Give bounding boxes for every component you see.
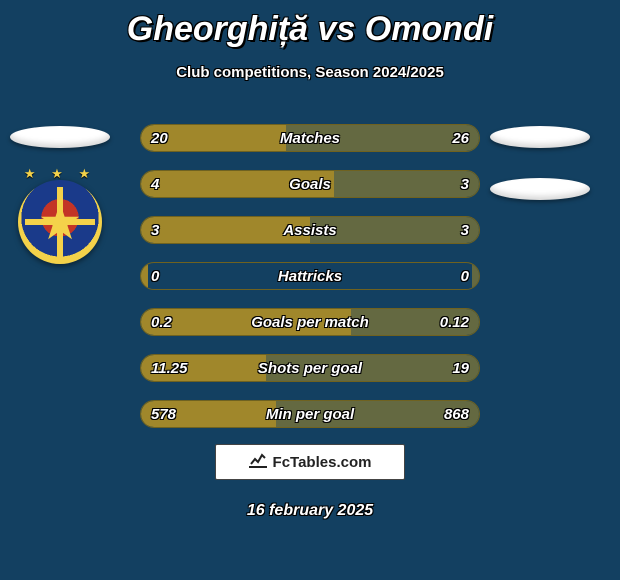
- stat-label: Assists: [141, 217, 479, 243]
- stat-rows: 2026Matches 43Goals 33Assists 00Hattricks 0.…: [140, 124, 480, 446]
- stat-label: Goals: [141, 171, 479, 197]
- club-badge: ★ ★ ★ ★: [18, 180, 102, 264]
- stat-row: 00Hattricks: [140, 262, 480, 290]
- stat-label: Goals per match: [141, 309, 479, 335]
- stat-row: 33Assists: [140, 216, 480, 244]
- stat-row: 0.20.12Goals per match: [140, 308, 480, 336]
- stat-label: Shots per goal: [141, 355, 479, 381]
- player-ellipse-left: [10, 126, 110, 148]
- page-subtitle: Club competitions, Season 2024/2025: [0, 64, 620, 81]
- stat-row: 43Goals: [140, 170, 480, 198]
- badge-stars-icon: ★ ★ ★: [18, 166, 102, 182]
- player-ellipse-right-2: [490, 178, 590, 200]
- stat-label: Min per goal: [141, 401, 479, 427]
- date-label: 16 february 2025: [0, 502, 620, 520]
- comparison-infographic: Gheorghiță vs Omondi Club competitions, …: [0, 0, 620, 580]
- stat-row: 11.2519Shots per goal: [140, 354, 480, 382]
- stat-row: 2026Matches: [140, 124, 480, 152]
- badge-star-icon: ★: [38, 193, 83, 251]
- page-title: Gheorghiță vs Omondi: [0, 10, 620, 49]
- branding-box: FcTables.com: [215, 444, 405, 480]
- branding-text: FcTables.com: [273, 454, 372, 471]
- stat-label: Hattricks: [141, 263, 479, 289]
- chart-icon: [249, 452, 267, 472]
- player-ellipse-right-1: [490, 126, 590, 148]
- stat-label: Matches: [141, 125, 479, 151]
- stat-row: 578868Min per goal: [140, 400, 480, 428]
